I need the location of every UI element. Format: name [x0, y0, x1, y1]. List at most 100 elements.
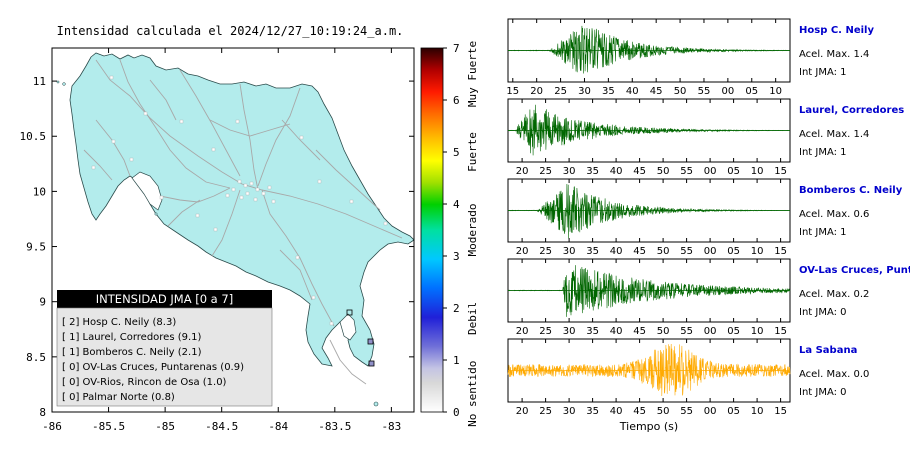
trace-annotation: Acel. Max. 0.2	[799, 289, 869, 300]
trace-x-tick-label: 30	[563, 246, 576, 257]
map-x-tick-label: -85	[155, 420, 175, 433]
station-name: OV-Las Cruces, Puntar	[799, 265, 910, 276]
trace-x-tick-label: 05	[727, 406, 740, 417]
map-y-tick-label: 9	[39, 296, 46, 309]
trace-x-tick-label: 20	[516, 326, 529, 337]
map-y-tick-label: 11	[33, 75, 46, 88]
map-x-tick-label: -86	[42, 420, 62, 433]
trace-x-tick-label: 30	[563, 406, 576, 417]
intensity-panel-title: INTENSIDAD JMA [0 a 7]	[96, 292, 233, 306]
station-name: Bomberos C. Neily	[799, 185, 903, 196]
trace-x-tick-label: 35	[586, 246, 599, 257]
station-marker	[346, 309, 353, 316]
seismogram-1: 15 20 25 30 35 40 45 50 55 00 05 10 Hosp C. Neily Ace…	[506, 18, 874, 97]
trace-x-tick-label: 10	[751, 246, 764, 257]
station-marker	[367, 338, 374, 345]
colorbar-label: No sentido	[466, 361, 479, 427]
trace-annotation: Int JMA: 1	[799, 227, 847, 238]
trace-x-tick-label: 20	[516, 246, 529, 257]
trace-x-tick-label: 50	[657, 406, 670, 417]
trace-x-tick-label: 30	[563, 166, 576, 177]
trace-x-tick-label: 30	[563, 326, 576, 337]
trace-x-tick-label: 20	[530, 86, 543, 97]
trace-x-tick-label: 45	[633, 406, 646, 417]
map-y-axis: 11 10.5 10 9.5 9 8.5 8	[20, 75, 414, 419]
seismogram-5: 20 25 30 35 40 45 50 55 00 05 10 15 La Sabana Acel. M…	[507, 338, 869, 433]
island	[373, 401, 379, 407]
map-y-tick-label: 8	[39, 406, 46, 419]
trace-x-tick-label: 25	[539, 406, 552, 417]
trace-x-tick-label: 00	[704, 246, 717, 257]
trace-x-tick-label: 55	[680, 166, 693, 177]
colorbar-tick-label: 0	[453, 406, 460, 419]
trace-x-tick-label: 20	[516, 406, 529, 417]
intensity-item: [ 1] Laurel, Corredores (9.1)	[62, 332, 202, 343]
trace-annotation: Acel. Max. 0.6	[799, 209, 869, 220]
trace-x-tick-label: 40	[610, 406, 623, 417]
trace-x-tick-label: 35	[586, 326, 599, 337]
seismogram-4: 20 25 30 35 40 45 50 55 00 05 10 15 OV-Las Cruces, P…	[507, 258, 910, 337]
trace-x-tick-label: 05	[727, 246, 740, 257]
station-name: La Sabana	[799, 345, 857, 356]
trace-x-tick-label: 25	[539, 326, 552, 337]
trace-x-tick-label: 40	[610, 166, 623, 177]
trace-x-tick-label: 10	[751, 166, 764, 177]
trace-x-tick-label: 25	[539, 246, 552, 257]
trace-x-tick-label: 45	[650, 86, 663, 97]
trace-annotation: Acel. Max. 1.4	[799, 129, 869, 140]
trace-x-tick-label: 55	[680, 406, 693, 417]
trace-x-tick-label: 35	[586, 166, 599, 177]
colorbar-label: Fuerte	[466, 132, 479, 172]
trace-x-tick-label: 25	[554, 86, 567, 97]
trace-x-tick-label: 40	[610, 326, 623, 337]
colorbar-tick-label: 7	[453, 42, 460, 55]
station-markers	[346, 309, 375, 367]
seismogram-2: 20 25 30 35 40 45 50 55 00 05 10 15 Laurel, Corredor…	[507, 98, 904, 177]
trace-x-tick-label: 00	[704, 166, 717, 177]
trace-x-tick-label: 00	[704, 406, 717, 417]
map-x-tick-label: -84.5	[205, 420, 238, 433]
colorbar-tick-label: 6	[453, 94, 460, 107]
figure-title: Intensidad calculada el 2024/12/27_10:19…	[57, 24, 404, 38]
trace-waveform	[507, 343, 791, 397]
trace-x-tick-label: 55	[680, 326, 693, 337]
colorbar-label: Muy Fuerte	[466, 41, 479, 107]
trace-x-tick-label: 45	[633, 246, 646, 257]
golfo-dulce	[339, 313, 357, 341]
trace-annotation: Acel. Max. 1.4	[799, 49, 869, 60]
trace-x-tick-label: 35	[586, 406, 599, 417]
colorbar-tick-label: 2	[453, 302, 460, 315]
colorbar-ticks: 7 6 5 4 3 2 1 0	[443, 42, 460, 419]
trace-x-tick-label: 00	[721, 86, 734, 97]
gulf-of-nicoya	[131, 171, 163, 211]
intensity-item: [ 0] Palmar Norte (0.8)	[62, 392, 175, 403]
trace-x-tick-label: 25	[539, 166, 552, 177]
trace-waveform	[508, 265, 791, 317]
trace-x-tick-label: 50	[657, 166, 670, 177]
costa-rica-land	[56, 52, 414, 407]
intensity-colorbar: 7 6 5 4 3 2 1 0 Muy Fuerte Fuerte Moderado Debil No…	[420, 41, 479, 427]
island	[154, 212, 158, 216]
trace-x-tick-label: 55	[680, 246, 693, 257]
trace-x-tick-label: 05	[727, 326, 740, 337]
intensity-panel: INTENSIDAD JMA [0 a 7] [ 2] Hosp C. Neil…	[56, 290, 273, 407]
trace-x-tick-label: 10	[751, 326, 764, 337]
road-network	[83, 59, 403, 385]
intensity-item: [ 0] OV-Rios, Rincon de Osa (1.0)	[62, 377, 227, 388]
trace-annotation: Int JMA: 0	[799, 307, 847, 318]
colorbar-tick-label: 5	[453, 146, 460, 159]
seismogram-3: 20 25 30 35 40 45 50 55 00 05 10 15 Bomberos C. Neil…	[507, 178, 903, 257]
trace-annotation: Int JMA: 1	[799, 67, 847, 78]
trace-x-tick-label: 05	[727, 166, 740, 177]
intensity-item: [ 2] Hosp C. Neily (8.3)	[62, 317, 176, 328]
colorbar-tick-label: 1	[453, 354, 460, 367]
trace-x-tick-label: 05	[745, 86, 758, 97]
trace-x-tick-label: 00	[704, 326, 717, 337]
station-name: Laurel, Corredores	[799, 105, 904, 116]
trace-x-tick-label: 50	[657, 246, 670, 257]
town-markers	[91, 75, 388, 326]
trace-x-tick-label: 50	[674, 86, 687, 97]
colorbar-tick-label: 3	[453, 250, 460, 263]
seismogram-panels: 15 20 25 30 35 40 45 50 55 00 05 10 Hosp C. Neily Ace…	[506, 18, 910, 433]
